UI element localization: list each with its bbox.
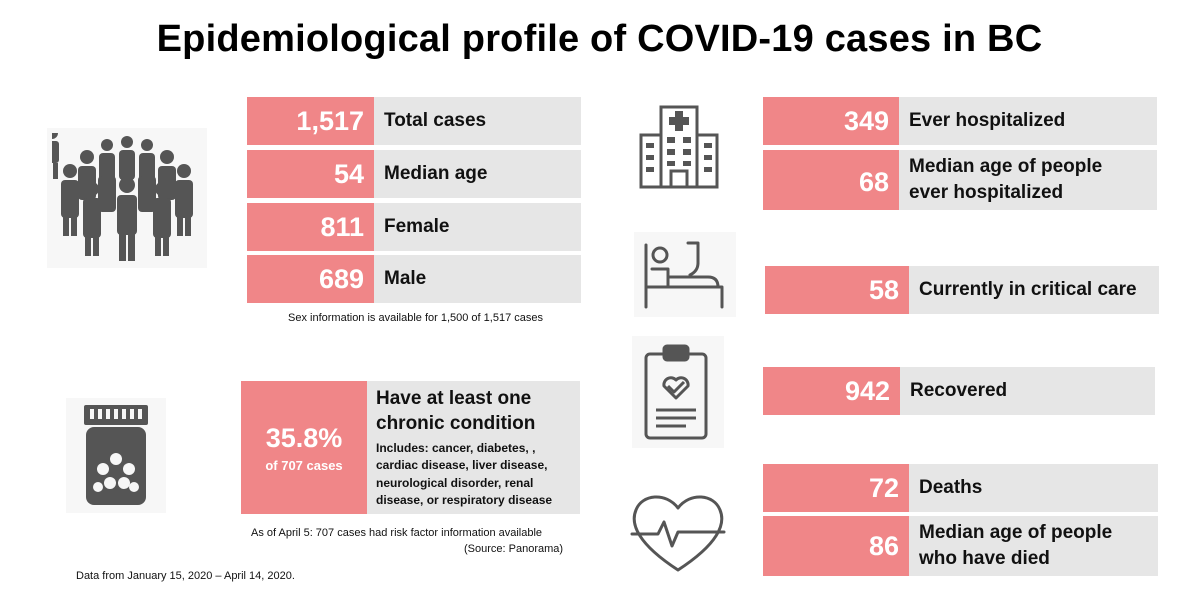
chronic-includes-line: disease, or respiratory disease <box>376 493 553 508</box>
stat-row-median-age-hospitalized: 68 Median age of people ever hospitalize… <box>763 150 1157 210</box>
stat-row-ever-hospitalized: 349 Ever hospitalized <box>763 97 1157 145</box>
chronic-label-box: Have at least one chronic condition Incl… <box>367 381 580 514</box>
stat-value: 689 <box>247 255 374 303</box>
chronic-heading-line1: Have at least one <box>376 387 532 409</box>
chronic-includes-line: Includes: cancer, diabetes, , <box>376 440 536 455</box>
data-date-note: Data from January 15, 2020 – April 14, 2… <box>76 570 295 582</box>
stat-label: Total cases <box>374 97 581 145</box>
stat-value: 72 <box>763 464 909 512</box>
stat-row-recovered: 942 Recovered <box>763 367 1155 415</box>
stat-label-line: Median age of people <box>919 522 1113 544</box>
stat-value: 811 <box>247 203 374 251</box>
stat-label: Deaths <box>909 464 1158 512</box>
stat-value: 86 <box>763 516 909 576</box>
chronic-includes-line: neurological disorder, renal <box>376 475 534 490</box>
stat-row-male: 689 Male <box>247 255 581 303</box>
hospital-bed-icon <box>634 232 736 317</box>
stat-label: Median age <box>374 150 581 198</box>
stat-label: Currently in critical care <box>909 266 1159 314</box>
stat-value: 58 <box>765 266 909 314</box>
risk-source-note: (Source: Panorama) <box>464 543 564 555</box>
hospital-building-icon <box>624 96 734 196</box>
stat-value: 54 <box>247 150 374 198</box>
stat-label-line: Median age of people <box>909 156 1103 178</box>
chronic-percent: 35.8% <box>265 422 343 453</box>
chronic-heading-line2: chronic condition <box>376 413 536 435</box>
stat-label: Male <box>374 255 581 303</box>
stat-value: 349 <box>763 97 899 145</box>
chronic-includes-line: cardiac disease, liver disease, <box>376 458 548 473</box>
chronic-subtext: of 707 cases <box>265 457 343 473</box>
stat-row-deaths: 72 Deaths <box>763 464 1158 512</box>
chronic-condition-panel: 35.8% of 707 cases Have at least one chr… <box>241 381 580 514</box>
risk-factor-note: As of April 5: 707 cases had risk factor… <box>251 527 543 539</box>
stat-label: Female <box>374 203 581 251</box>
stat-row-median-age: 54 Median age <box>247 150 581 198</box>
stat-value: 1,517 <box>247 97 374 145</box>
stat-label-line: ever hospitalized <box>909 182 1064 203</box>
sex-info-note: Sex information is available for 1,500 o… <box>288 312 543 324</box>
stat-row-total-cases: 1,517 Total cases <box>247 97 581 145</box>
page-title: Epidemiological profile of COVID-19 case… <box>156 18 1043 60</box>
stat-label: Median age of people who have died <box>909 516 1158 576</box>
stat-label-line: who have died <box>919 548 1050 569</box>
crowd-icon <box>47 128 207 268</box>
clipboard-heart-icon <box>632 336 724 448</box>
stat-row-median-age-died: 86 Median age of people who have died <box>763 516 1158 576</box>
stat-label: Median age of people ever hospitalized <box>899 150 1157 210</box>
stat-label: Ever hospitalized <box>899 97 1157 145</box>
stat-row-female: 811 Female <box>247 203 581 251</box>
stat-value: 68 <box>763 150 899 210</box>
heartbeat-icon <box>626 486 730 576</box>
chronic-value-box: 35.8% of 707 cases <box>241 381 367 514</box>
pill-bottle-icon <box>66 398 166 513</box>
stat-label: Recovered <box>900 367 1155 415</box>
stat-row-critical-care: 58 Currently in critical care <box>765 266 1159 314</box>
stat-value: 942 <box>763 367 900 415</box>
